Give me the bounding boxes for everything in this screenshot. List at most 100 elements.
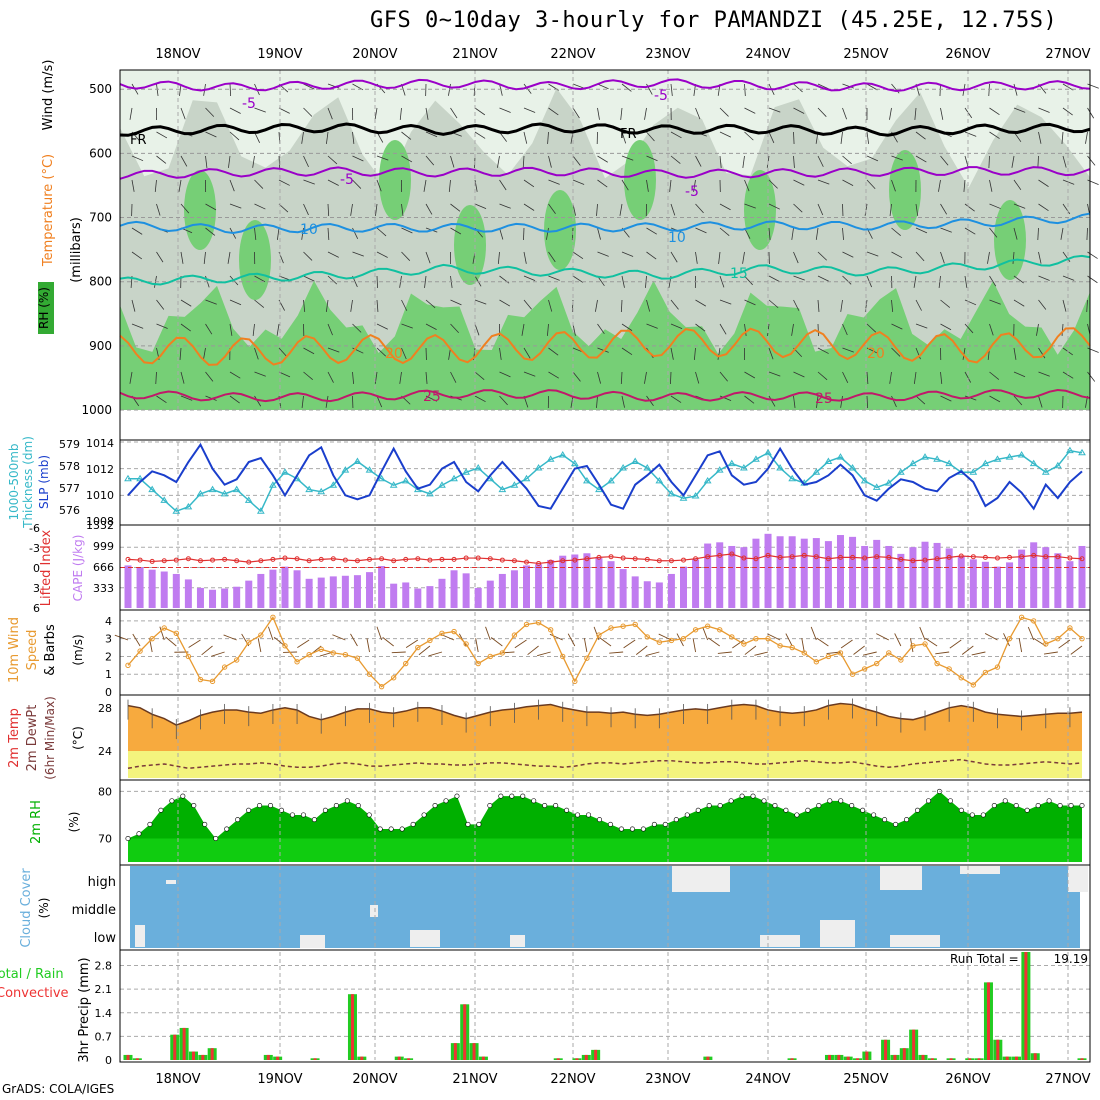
wind-barb bbox=[1062, 251, 1071, 262]
date-label-top: 18NOV bbox=[155, 47, 200, 62]
li-point bbox=[234, 558, 240, 564]
wind-barb bbox=[474, 179, 478, 192]
ylabel-mb: (millibars) bbox=[69, 217, 84, 283]
wind-speed-point bbox=[258, 632, 264, 638]
rh2m-point bbox=[564, 807, 570, 813]
ylabel-cape: CAPE (J/kg) bbox=[71, 535, 85, 602]
cloud-level-label: high bbox=[88, 875, 116, 890]
wind-barb bbox=[866, 347, 878, 354]
wind-speed-point bbox=[861, 666, 868, 672]
precip-conv-bar bbox=[481, 1056, 485, 1060]
wind-barb bbox=[401, 203, 404, 216]
rh2m-point bbox=[421, 812, 427, 818]
wind-barb bbox=[817, 251, 827, 261]
wind-speed-point bbox=[934, 660, 940, 667]
thickness-point bbox=[462, 468, 471, 475]
wind-barb bbox=[891, 347, 901, 357]
wind-barb bbox=[131, 227, 143, 235]
li-point bbox=[789, 554, 795, 560]
wind-barb bbox=[866, 83, 878, 91]
wind-speed-point bbox=[717, 627, 723, 633]
wind-barb bbox=[842, 323, 848, 336]
wind-barb bbox=[742, 155, 745, 168]
wind-barb bbox=[842, 275, 852, 285]
wind-speed-point bbox=[1079, 635, 1085, 642]
wind-barb bbox=[744, 179, 750, 192]
panel-frame bbox=[119, 949, 1091, 1063]
precip-conv-bar bbox=[846, 1056, 850, 1060]
y-tick-mb: 1000 bbox=[81, 403, 112, 417]
li-point bbox=[886, 554, 892, 560]
cape-bar bbox=[209, 589, 217, 608]
wind-barb bbox=[842, 179, 854, 186]
li-point bbox=[548, 559, 554, 565]
rh2m-point bbox=[739, 793, 745, 799]
wind-barb bbox=[180, 395, 193, 401]
wind-barb bbox=[425, 107, 429, 120]
date-label-top: 26NOV bbox=[945, 47, 990, 62]
thickness-point bbox=[220, 489, 229, 497]
li-point bbox=[1043, 554, 1049, 560]
wind-barb bbox=[376, 323, 388, 330]
li-point bbox=[367, 556, 373, 562]
wind10-barb bbox=[876, 633, 889, 641]
wind-barb bbox=[889, 107, 892, 120]
isotherm-label: FR bbox=[620, 127, 637, 142]
rh2m-point bbox=[629, 826, 635, 832]
wind-barb bbox=[693, 347, 696, 360]
wind-barb bbox=[619, 203, 623, 216]
wind-barb bbox=[376, 275, 378, 289]
wind-barb bbox=[154, 179, 157, 192]
cloud-cover-block bbox=[1068, 866, 1088, 892]
cape-bar bbox=[1054, 553, 1062, 608]
wind-barb bbox=[548, 275, 560, 281]
precip-conv-bar bbox=[584, 1054, 588, 1060]
wind-barb bbox=[940, 227, 952, 233]
cape-bar bbox=[486, 580, 494, 608]
cape-bar bbox=[450, 570, 458, 608]
wind-barb bbox=[1062, 107, 1073, 116]
rh2m-point bbox=[783, 807, 789, 813]
li-point bbox=[173, 557, 179, 563]
wind-barb bbox=[376, 395, 383, 408]
rh2m-point bbox=[1013, 803, 1019, 809]
rh2m-point bbox=[695, 807, 701, 813]
wind-barb bbox=[1087, 251, 1098, 259]
wind-barb bbox=[156, 203, 161, 216]
wind10-barb bbox=[599, 637, 612, 647]
wind10-barb bbox=[785, 633, 793, 647]
precip-conv-bar bbox=[921, 1054, 925, 1060]
wind-barb bbox=[474, 395, 486, 403]
wind-barb bbox=[278, 179, 290, 186]
isotherm-label: 10 bbox=[300, 222, 318, 238]
li-point bbox=[837, 554, 843, 560]
cape-bar bbox=[692, 559, 700, 608]
wind-barb bbox=[156, 251, 164, 263]
wind-barb bbox=[352, 179, 362, 189]
rh2m-point bbox=[597, 817, 603, 823]
cape-bar bbox=[293, 570, 301, 608]
wind-barb bbox=[499, 179, 507, 191]
cape-bar bbox=[281, 566, 289, 608]
rh2m-point bbox=[618, 826, 624, 832]
precip-conv-bar bbox=[201, 1054, 205, 1060]
wind-barb bbox=[768, 299, 779, 309]
cape-bar bbox=[426, 586, 434, 608]
li-point bbox=[391, 558, 397, 564]
cape-bar bbox=[341, 575, 349, 608]
cape-bar bbox=[921, 541, 929, 608]
wind-barb bbox=[497, 251, 500, 264]
wind-barb bbox=[842, 155, 852, 165]
precip-conv-bar bbox=[706, 1056, 710, 1060]
wind10-barb bbox=[485, 626, 491, 641]
wind-speed-point bbox=[403, 660, 409, 667]
rh2m-point bbox=[443, 798, 449, 804]
wind-barb bbox=[793, 251, 799, 264]
wind10-barb bbox=[692, 638, 697, 653]
wind-speed-point bbox=[801, 650, 807, 656]
wind-barb bbox=[768, 395, 776, 407]
precip-conv-bar bbox=[453, 1043, 457, 1060]
wind-speed-point bbox=[282, 643, 288, 649]
date-label-bottom: 18NOV bbox=[155, 1072, 200, 1087]
